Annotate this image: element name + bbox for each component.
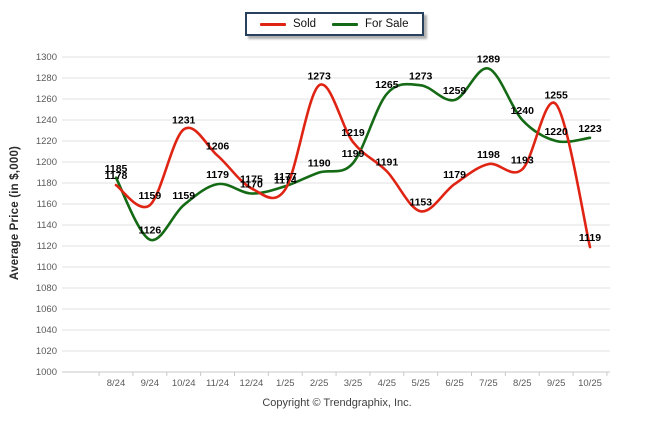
y-tick-label: 1140 (37, 220, 57, 231)
sold-line-swatch (260, 22, 286, 26)
for-sale-point-label: 1170 (240, 179, 263, 191)
for-sale-point-label: 1223 (578, 123, 602, 135)
x-tick-label: 8/24 (107, 378, 126, 389)
x-tick-label: 10/24 (172, 378, 196, 389)
y-tick-label: 1040 (36, 325, 57, 336)
for-sale-line (114, 67, 592, 242)
sold-point-label: 1191 (375, 156, 398, 168)
x-tick-label: 9/25 (547, 378, 566, 389)
x-tick-label: 7/25 (479, 378, 498, 389)
sold-point-label: 1119 (579, 232, 601, 244)
sold-point-label: 1179 (443, 169, 466, 181)
for-sale-point-label: 1240 (511, 105, 535, 117)
y-tick-label: 1220 (36, 136, 57, 147)
for-sale-point-label: 1199 (342, 148, 365, 160)
x-tick-label: 1/25 (276, 378, 295, 389)
sold-point-label: 1255 (544, 89, 568, 101)
y-tick-label: 1000 (36, 367, 57, 378)
for-sale-point-label: 1159 (172, 190, 195, 202)
y-tick-label: 1180 (37, 178, 57, 189)
sold-point-label: 1219 (341, 127, 365, 139)
for-sale-point-label: 1220 (544, 126, 568, 138)
y-tick-label: 1200 (36, 157, 57, 168)
sold-line (114, 83, 592, 249)
sold-point-label: 1198 (477, 149, 500, 161)
x-tick-label: 2/25 (310, 378, 329, 389)
sold-point-label: 1231 (172, 114, 196, 126)
for-sale-point-label: 1179 (206, 169, 229, 181)
for-sale-point-label: 1126 (138, 225, 161, 237)
for-sale-line-swatch (332, 22, 359, 26)
for-sale-point-label: 1177 (274, 171, 297, 183)
y-tick-label: 1080 (36, 283, 57, 294)
x-tick-label: 6/25 (445, 378, 464, 389)
sold-point-label: 1178 (105, 170, 128, 182)
x-tick-label: 3/25 (344, 378, 363, 389)
y-tick-label: 1100 (37, 262, 57, 273)
x-tick-label: 8/25 (513, 378, 532, 389)
legend: Sold For Sale (245, 12, 424, 36)
x-tick-label: 4/25 (378, 378, 397, 389)
x-tick-label: 10/25 (578, 378, 602, 389)
x-tick-label: 5/25 (411, 378, 430, 389)
sold-point-label: 1273 (307, 70, 331, 82)
legend-label-sold: Sold (293, 18, 317, 30)
for-sale-point-label: 1265 (375, 79, 399, 91)
x-tick-label: 12/24 (240, 378, 264, 389)
sold-point-label: 1175 (240, 173, 263, 185)
y-tick-label: 1260 (36, 94, 57, 105)
y-tick-label: 1240 (36, 115, 57, 126)
y-tick-label: 1300 (36, 52, 57, 63)
for-sale-point-label: 1185 (105, 163, 128, 175)
for-sale-point-label: 1289 (477, 54, 501, 66)
x-tick-label: 11/24 (206, 378, 229, 389)
legend-label-for-sale: For Sale (365, 18, 409, 30)
copyright-text: Copyright © Trendgraphix, Inc. (262, 397, 412, 409)
y-tick-label: 1120 (37, 241, 57, 252)
sold-point-label: 1153 (409, 196, 432, 208)
sold-point-label: 1193 (511, 154, 534, 166)
y-tick-label: 1020 (36, 346, 57, 357)
for-sale-point-label: 1190 (308, 158, 331, 170)
y-axis-title: Average Price (in $,000) (9, 145, 21, 281)
y-tick-label: 1280 (36, 73, 57, 84)
sold-point-label: 1174 (274, 174, 297, 186)
x-tick-label: 9/24 (141, 378, 160, 389)
for-sale-point-label: 1259 (443, 85, 467, 97)
sold-point-label: 1206 (206, 141, 230, 153)
y-tick-label: 1060 (36, 304, 57, 315)
sold-point-label: 1159 (138, 190, 161, 202)
y-tick-label: 1160 (37, 199, 57, 210)
for-sale-point-label: 1273 (409, 70, 433, 82)
